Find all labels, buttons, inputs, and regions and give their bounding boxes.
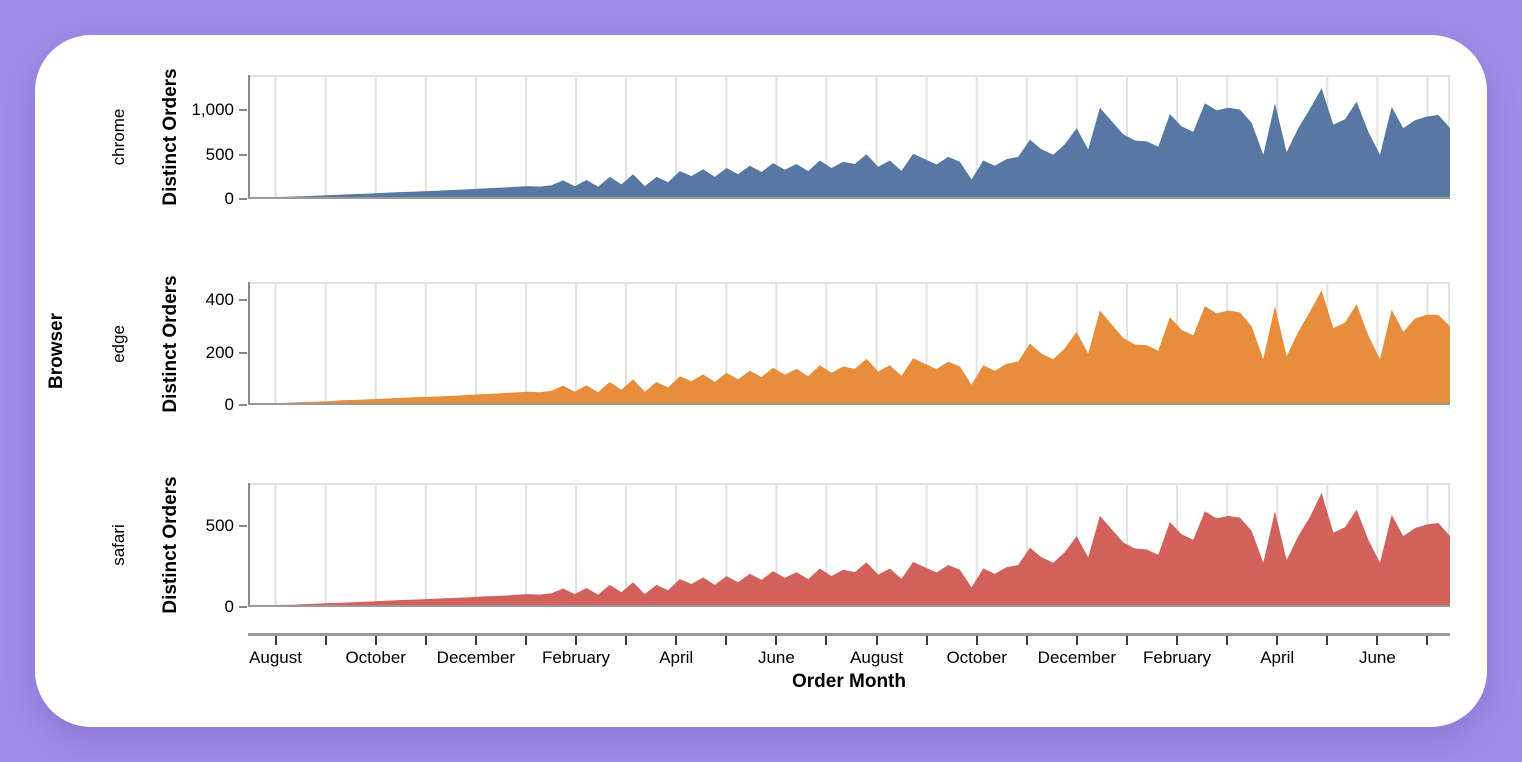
x-tick-mark [875, 636, 878, 645]
x-tick-mark [775, 636, 778, 645]
x-tick-mark [725, 636, 728, 645]
x-tick-mark [1376, 636, 1379, 645]
x-tick-mark [324, 636, 327, 645]
x-tick-mark [625, 636, 628, 645]
x-tick-mark [1075, 636, 1078, 645]
x-tick-mark [474, 636, 477, 645]
y-tick-label: 200 [205, 342, 234, 362]
y-tick-label: 500 [205, 516, 234, 536]
x-tick-mark [524, 636, 527, 645]
x-tick-label: April [1260, 648, 1295, 667]
area-series-safari [248, 492, 1450, 607]
x-tick-label: February [1143, 648, 1212, 667]
x-tick-mark [675, 636, 678, 645]
y-tick-label: 0 [224, 597, 234, 616]
x-tick-label: December [436, 648, 516, 667]
x-tick-label: December [1037, 648, 1117, 667]
x-tick-mark [1125, 636, 1128, 645]
x-tick-mark [374, 636, 377, 645]
x-tick-mark [1426, 636, 1429, 645]
x-tick-mark [1176, 636, 1179, 645]
y-tick-mark [239, 299, 247, 302]
x-tick-mark [1226, 636, 1229, 645]
x-tick-mark [424, 636, 427, 645]
x-tick-mark [575, 636, 578, 645]
x-tick-mark [274, 636, 277, 645]
x-axis-title: Order Month [792, 671, 906, 692]
x-tick-label: June [1358, 648, 1396, 667]
x-tick-mark [975, 636, 978, 645]
facet-axis-title: Browser [46, 312, 67, 390]
facet-row-label-chrome: chrome [109, 108, 128, 166]
x-tick-label: October [946, 648, 1007, 667]
area-plot-safari [248, 483, 1450, 607]
x-tick-label: June [757, 648, 795, 667]
x-tick-mark [1276, 636, 1279, 645]
y-tick-mark [239, 404, 247, 406]
x-axis-domain [248, 633, 1450, 636]
y-tick-label: 0 [224, 395, 234, 414]
y-axis-title-safari: Distinct Orders [160, 476, 181, 614]
facet-row-label-safari: safari [109, 524, 128, 566]
y-tick-label: 500 [205, 144, 234, 164]
x-tick-label: April [659, 648, 694, 667]
x-tick-mark [825, 636, 828, 645]
x-tick-label: October [345, 648, 406, 667]
y-tick-mark [239, 606, 247, 608]
x-tick-label: August [249, 648, 302, 667]
y-tick-mark [239, 198, 247, 200]
x-tick-mark [925, 636, 928, 645]
x-tick-label: August [850, 648, 903, 667]
y-tick-label: 400 [205, 290, 234, 310]
x-tick-mark [1025, 636, 1028, 645]
y-tick-mark [239, 109, 247, 112]
chart-card: Browser chrome Distinct Orders 0 500 1,000 ed… [35, 35, 1487, 727]
y-tick-mark [239, 153, 247, 156]
y-tick-label: 1,000 [191, 100, 234, 120]
area-series-chrome [248, 88, 1450, 199]
area-series-edge [248, 290, 1450, 405]
y-tick-label: 0 [224, 189, 234, 208]
y-tick-mark [239, 351, 247, 354]
facet-row-label-edge: edge [109, 324, 128, 363]
x-tick-label: February [542, 648, 611, 667]
area-plot-edge [248, 282, 1450, 405]
y-axis-title-chrome: Distinct Orders [160, 68, 181, 206]
y-tick-mark [239, 525, 247, 528]
area-plot-chrome [248, 75, 1450, 199]
x-tick-mark [1326, 636, 1329, 645]
